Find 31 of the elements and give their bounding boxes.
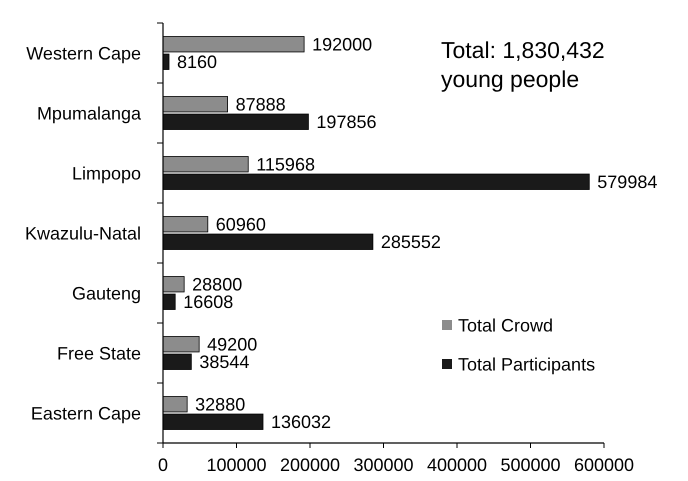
data-label: 87888: [236, 94, 286, 115]
x-tick-label: 600000: [574, 455, 634, 475]
y-tick-label: Free State: [56, 343, 141, 364]
x-tick-label: 500000: [500, 455, 561, 475]
x-tick-label: 200000: [280, 455, 340, 475]
data-label: 197856: [316, 112, 376, 132]
data-label: 38544: [199, 352, 250, 372]
x-tick-label: 300000: [353, 455, 414, 475]
y-tick-label: Kwazulu-Natal: [24, 223, 141, 244]
data-label: 115968: [256, 154, 315, 175]
data-label: 49200: [207, 334, 258, 355]
data-label: 32880: [195, 394, 246, 415]
data-label: 28800: [192, 274, 242, 295]
y-tick-label: Eastern Cape: [30, 403, 141, 424]
x-tick-label: 400000: [426, 455, 488, 475]
y-tick-label: Mpumalanga: [36, 103, 142, 124]
legend-label: Total Participants: [458, 354, 596, 374]
data-label: 60960: [216, 214, 266, 235]
y-tick-label: Gauteng: [72, 283, 141, 304]
annotation: Total: 1,830,432 young people: [441, 37, 605, 92]
y-tick-label: Limpopo: [72, 163, 141, 184]
data-label: 192000: [312, 34, 372, 55]
data-label: 136032: [270, 412, 332, 432]
data-label: 285552: [380, 232, 441, 252]
data-label: 8160: [177, 52, 218, 72]
legend-label: Total Crowd: [458, 315, 554, 336]
data-label: 579984: [597, 172, 658, 192]
y-tick-label: Western Cape: [26, 43, 141, 64]
x-tick-label: 100000: [206, 455, 267, 475]
data-label: 16608: [183, 292, 234, 312]
x-tick-label: 0: [158, 455, 168, 475]
